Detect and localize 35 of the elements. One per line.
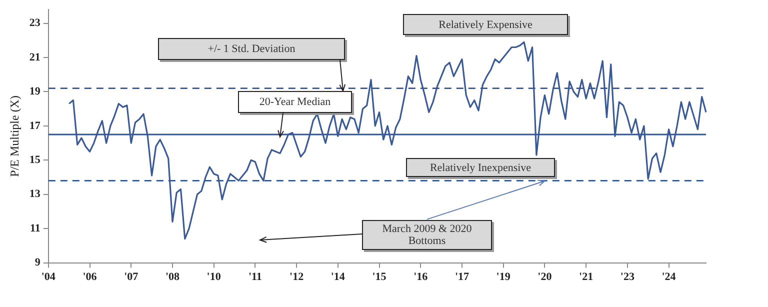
- x-tick-label: '10: [206, 271, 222, 284]
- x-tick-label: '23: [620, 271, 635, 284]
- x-tick-label: '15: [372, 271, 387, 284]
- x-tick-label: '17: [454, 271, 470, 284]
- x-tick-label: '16: [414, 271, 428, 284]
- y-tick-label: 11: [30, 222, 40, 234]
- callout-box: 20-Year Median: [238, 91, 352, 113]
- x-tick-label: '20: [538, 271, 552, 284]
- x-tick-label: '12: [290, 271, 304, 284]
- callout-box: March 2009 & 2020 Bottoms: [362, 220, 492, 250]
- x-tick-label: '24: [662, 271, 676, 284]
- y-axis-title: P/E Multiple (X): [7, 96, 22, 177]
- annotation: +/- 1 Std. Deviation: [208, 43, 296, 55]
- y-tick-label: 13: [29, 188, 41, 200]
- y-tick-label: 21: [29, 51, 40, 64]
- y-tick-label: 9: [34, 256, 41, 269]
- y-tick-label: 19: [29, 86, 41, 98]
- y-tick-label: 23: [29, 17, 41, 30]
- annotation: Relatively Expensive: [438, 18, 532, 30]
- annotation: 20-Year Median: [259, 96, 331, 108]
- x-tick-label: '21: [579, 271, 594, 284]
- x-tick-label: '07: [124, 271, 139, 284]
- y-tick-label: 17: [29, 120, 41, 132]
- x-tick-label: '19: [496, 271, 511, 284]
- x-tick-label: '04: [41, 271, 56, 284]
- callout-box: Relatively Expensive: [403, 14, 568, 35]
- annotation: March 2009 & 2020 Bottoms: [381, 223, 473, 247]
- x-tick-label: '08: [165, 271, 180, 284]
- x-tick-label: '06: [82, 271, 98, 284]
- x-tick-label: '14: [330, 271, 346, 284]
- callout-box: Relatively Inexpensive: [406, 158, 555, 177]
- callout-box: +/- 1 Std. Deviation: [158, 38, 345, 60]
- y-tick-label: 15: [29, 154, 41, 166]
- annotation: Relatively Inexpensive: [430, 162, 532, 174]
- x-tick-label: '11: [248, 271, 262, 284]
